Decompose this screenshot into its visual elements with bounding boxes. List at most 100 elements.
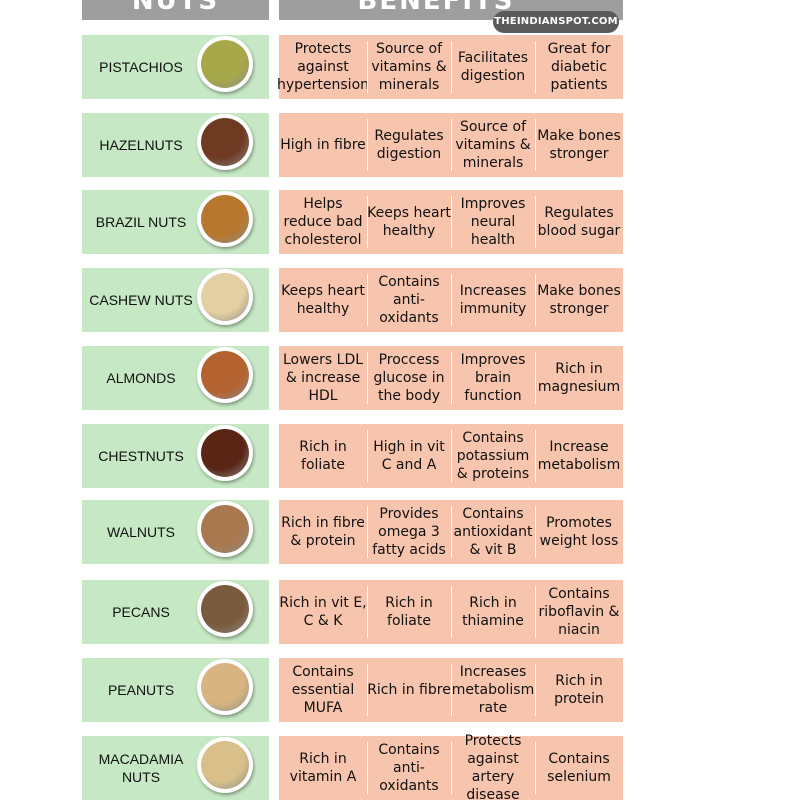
nut-name: HAZELNUTS — [99, 137, 183, 153]
benefit-cell: Rich in fibre & protein — [281, 515, 365, 549]
hazelnut-bowl-icon — [197, 114, 253, 170]
cell-divider — [367, 586, 368, 638]
nut-name: WALNUTS — [107, 524, 175, 540]
benefit-cell: Rich in foliate — [299, 439, 347, 473]
benefit-cell: Improves brain function — [460, 352, 526, 404]
cell-divider — [451, 586, 452, 638]
cell-divider — [367, 196, 368, 248]
cell-divider — [367, 506, 368, 558]
nut-name: BRAZIL NUTS — [95, 214, 187, 230]
cell-divider — [367, 664, 368, 716]
cell-divider — [535, 506, 536, 558]
cell-divider — [535, 430, 536, 482]
benefit-cell: Increase metabolism — [537, 439, 621, 473]
peanut-bowl-icon — [197, 659, 253, 715]
benefit-cell: Make bones stronger — [537, 283, 621, 317]
nut-cell: HAZELNUTS — [82, 113, 269, 177]
benefit-cell: Rich in foliate — [385, 595, 433, 629]
benefit-cell: Regulates blood sugar — [537, 205, 621, 239]
benefits-group: Rich in fibre & protein Provides omega 3 … — [279, 500, 623, 564]
nut-name: PECANS — [112, 604, 170, 620]
table-row: CHESTNUTS Rich in foliate High in vit C an… — [82, 424, 623, 488]
cell-divider — [451, 430, 452, 482]
cell-divider — [535, 196, 536, 248]
table-row: MACADAMIA NUTS Rich in vitamin A Contains … — [82, 733, 623, 803]
nut-cell: ALMONDS — [82, 346, 269, 410]
benefits-header-label: BENEFITS — [357, 0, 515, 16]
benefits-group: High in fibre Regulates digestion Source o… — [279, 113, 623, 177]
benefit-cell: Source of vitamins & minerals — [455, 119, 531, 171]
nut-cell: WALNUTS — [82, 500, 269, 564]
nut-cell: MACADAMIA NUTS — [82, 736, 269, 800]
cell-divider — [535, 274, 536, 326]
benefit-cell: Lowers LDL & increase HDL — [282, 352, 364, 404]
nuts-header-label: NUTS — [131, 0, 220, 16]
cell-divider — [535, 586, 536, 638]
benefit-cell: Promotes weight loss — [539, 515, 619, 549]
brazil-nut-bowl-icon — [197, 191, 253, 247]
cell-divider — [451, 119, 452, 171]
watermark-badge: THEINDIANSPOT.COM — [493, 11, 619, 33]
benefit-cell: Increases immunity — [459, 283, 527, 317]
benefit-cell: Contains anti-oxidants — [378, 274, 440, 326]
nut-name: PISTACHIOS — [99, 59, 183, 75]
nut-cell: CASHEW NUTS — [82, 268, 269, 332]
benefit-cell: Rich in magnesium — [537, 361, 621, 395]
benefit-cell: Improves neural health — [460, 196, 526, 248]
benefit-cell: Rich in fibre — [367, 682, 451, 698]
cell-divider — [451, 742, 452, 794]
benefit-cell: Rich in protein — [554, 673, 604, 707]
benefit-cell: Make bones stronger — [537, 128, 621, 162]
benefit-cell: Great for diabetic patients — [547, 41, 611, 93]
nut-cell: PEANUTS — [82, 658, 269, 722]
almond-bowl-icon — [197, 347, 253, 403]
cell-divider — [451, 196, 452, 248]
benefit-cell: Contains essential MUFA — [291, 664, 355, 716]
benefit-cell: High in fibre — [280, 137, 366, 153]
cell-divider — [367, 430, 368, 482]
cell-divider — [451, 664, 452, 716]
benefit-cell: High in vit C and A — [373, 439, 445, 473]
cell-divider — [535, 352, 536, 404]
benefit-cell: Keeps heart healthy — [281, 283, 365, 317]
benefits-group: Contains essential MUFA Rich in fibre Incr… — [279, 658, 623, 722]
cell-divider — [367, 352, 368, 404]
nut-name: PEANUTS — [107, 682, 175, 698]
pistachio-bowl-icon — [197, 36, 253, 92]
cashew-bowl-icon — [197, 269, 253, 325]
nut-cell: PISTACHIOS — [82, 35, 269, 99]
benefits-group: Rich in vit E, C & K Rich in foliate Rich … — [279, 580, 623, 644]
benefits-group: Protects against hypertension Source of v… — [277, 35, 623, 99]
benefit-cell: Increases metabolism rate — [451, 664, 535, 716]
table-row: BRAZIL NUTS Helps reduce bad cholesterol K… — [82, 190, 623, 254]
benefits-group: Lowers LDL & increase HDL Proccess glucos… — [279, 346, 623, 410]
benefit-cell: Contains anti-oxidants — [378, 742, 440, 794]
nut-cell: PECANS — [82, 580, 269, 644]
table-row: HAZELNUTS High in fibre Regulates digestio… — [82, 113, 623, 177]
nut-cell: CHESTNUTS — [82, 424, 269, 488]
table-row: PECANS Rich in vit E, C & K Rich in foliat… — [82, 580, 623, 644]
benefits-group: Rich in foliate High in vit C and A Contai… — [279, 424, 623, 488]
benefit-cell: Helps reduce bad cholesterol — [283, 196, 363, 248]
nuts-column-header: NUTS — [82, 0, 269, 20]
table-row: PEANUTS Contains essential MUFA Rich in fi… — [82, 658, 623, 722]
table-row: WALNUTS Rich in fibre & protein Provides o… — [82, 500, 623, 564]
benefit-cell: Keeps heart healthy — [367, 205, 451, 239]
cell-divider — [451, 41, 452, 93]
benefit-cell: Facilitates digestion — [457, 50, 529, 84]
benefit-cell: Proccess glucose in the body — [373, 352, 445, 404]
benefit-cell: Contains potassium & proteins — [456, 430, 530, 482]
benefit-cell: Contains riboflavin & niacin — [538, 586, 620, 638]
cell-divider — [451, 352, 452, 404]
benefit-cell: Source of vitamins & minerals — [371, 41, 447, 93]
cell-divider — [367, 41, 368, 93]
benefit-cell: Rich in vit E, C & K — [279, 595, 367, 629]
benefit-cell: Contains antioxidant & vit B — [453, 506, 533, 558]
cell-divider — [535, 742, 536, 794]
benefits-group: Helps reduce bad cholesterol Keeps heart … — [279, 190, 623, 254]
cell-divider — [451, 506, 452, 558]
benefit-cell: Provides omega 3 fatty acids — [372, 506, 446, 558]
cell-divider — [535, 664, 536, 716]
table-row: PISTACHIOS Protects against hypertension S… — [82, 35, 623, 99]
